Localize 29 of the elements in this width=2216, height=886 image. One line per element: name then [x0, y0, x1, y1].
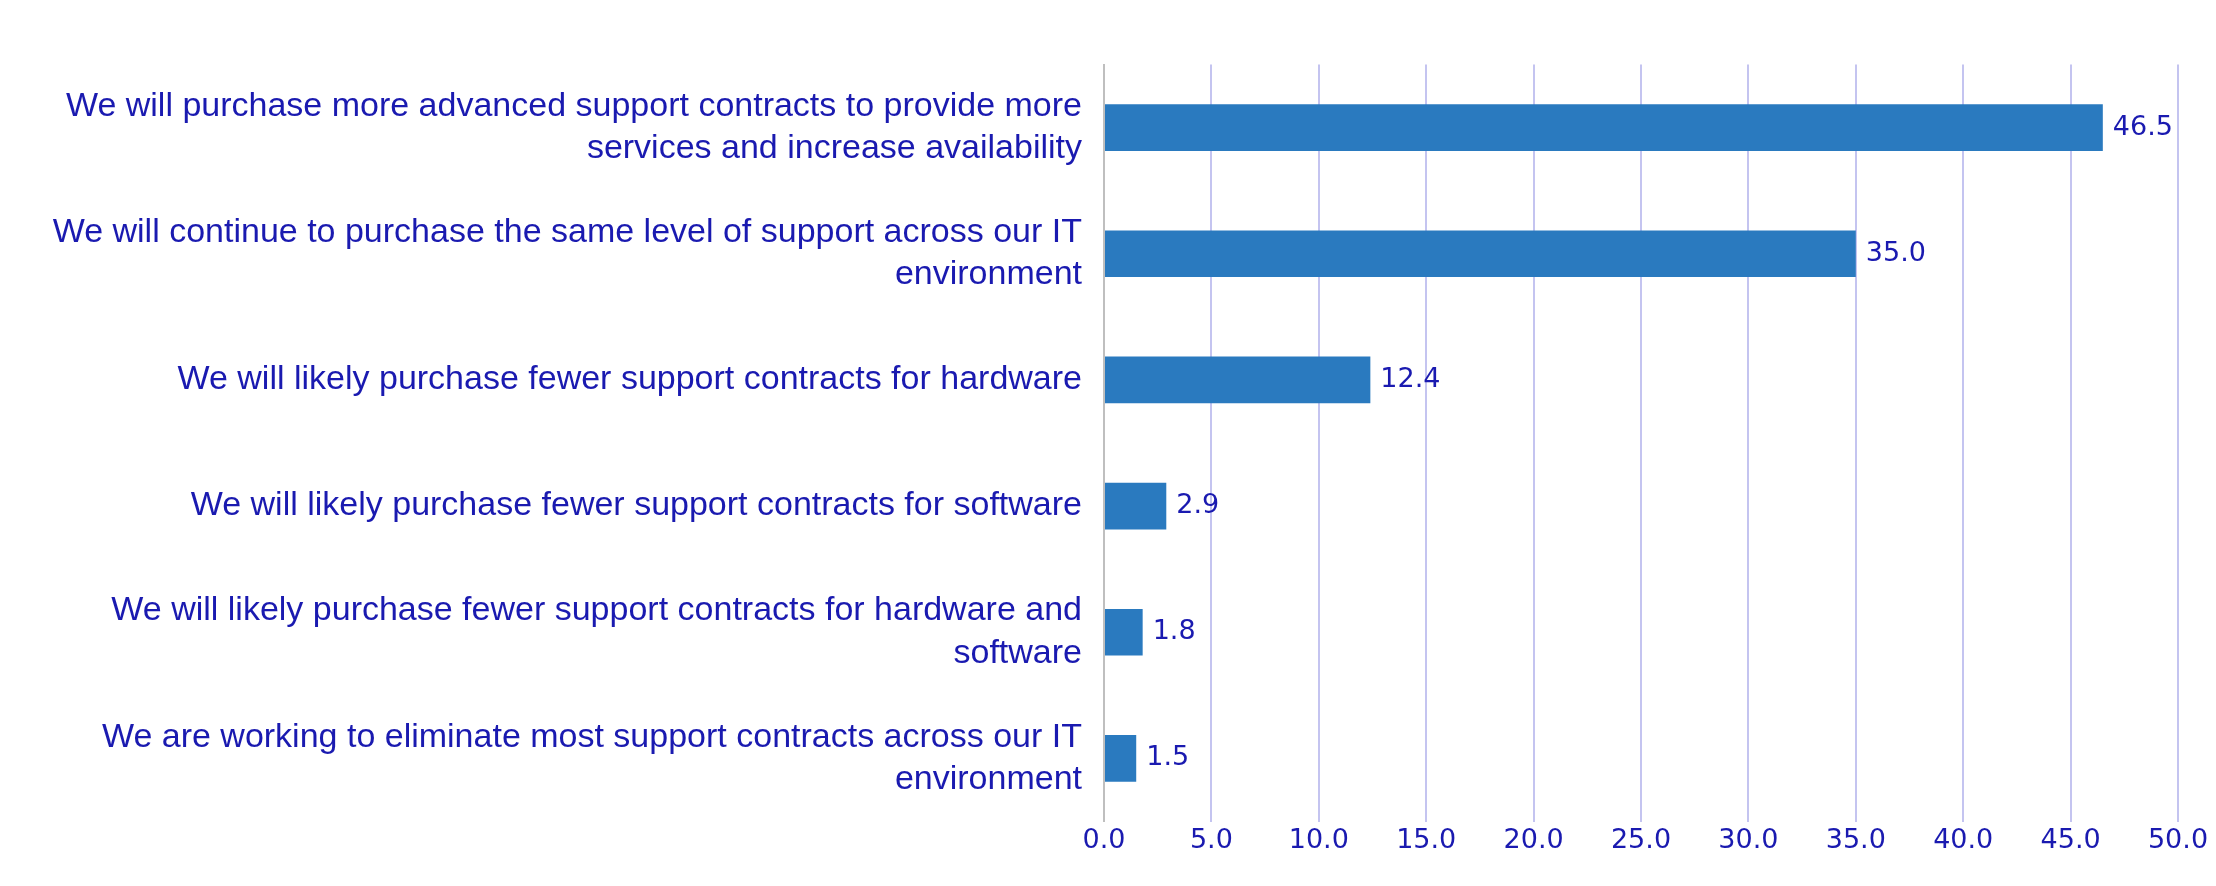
x-tick-label: 35.0 — [1825, 822, 1886, 854]
y-tick-label: We will likely purchase fewer support contracts for hardware — [177, 358, 1082, 397]
data-label: 12.4 — [1380, 361, 1441, 393]
y-tick-label: We will continue to purchase the same level of support across our IT environment — [52, 210, 1083, 292]
bar — [1105, 356, 1371, 404]
x-tick-label: 30.0 — [1718, 822, 1779, 854]
x-tick-label: 5.0 — [1189, 822, 1233, 854]
data-label: 46.5 — [2112, 109, 2173, 141]
x-tick-label: 25.0 — [1610, 822, 1672, 854]
x-tick-label: 50.0 — [2147, 822, 2209, 854]
y-tick-label: We will likely purchase fewer support contracts for software — [190, 484, 1082, 523]
y-tick-label: We will purchase more advanced support contracts to provide more services and increase availability — [65, 84, 1082, 166]
x-tick-label: 0.0 — [1082, 822, 1126, 854]
x-tick-label: 45.0 — [2040, 822, 2101, 854]
data-label: 1.8 — [1152, 614, 1196, 646]
x-tick-label: 15.0 — [1396, 822, 1457, 854]
bar — [1105, 608, 1143, 656]
bar — [1105, 104, 2103, 151]
data-label: 35.0 — [1865, 235, 1926, 267]
bar — [1105, 230, 1856, 278]
x-tick-label: 10.0 — [1288, 822, 1349, 854]
data-label: 2.9 — [1176, 488, 1220, 520]
data-label: 1.5 — [1146, 740, 1190, 772]
x-tick-label: 20.0 — [1503, 822, 1564, 854]
y-tick-label: We will likely purchase fewer support contracts for hardware and software — [111, 589, 1082, 670]
bar — [1105, 735, 1137, 782]
y-tick-label: We are working to eliminate most support contracts across our IT environment — [101, 715, 1083, 797]
x-tick-label: 40.0 — [1933, 822, 1994, 854]
bar — [1105, 482, 1167, 530]
